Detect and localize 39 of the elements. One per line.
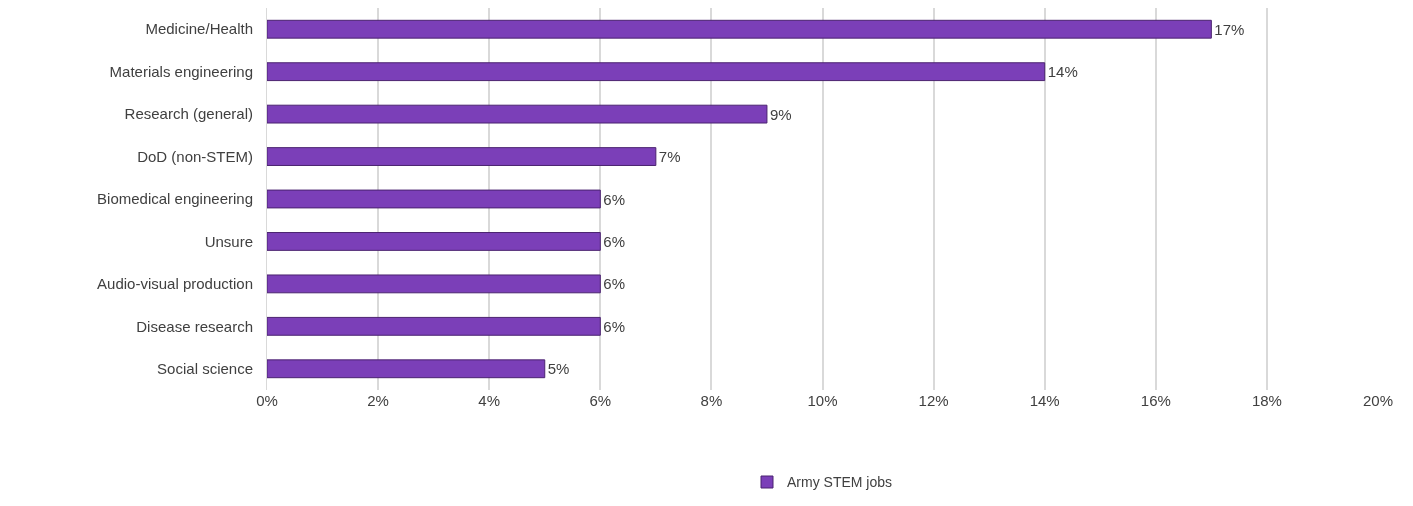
x-tick-label: 0%	[256, 392, 278, 409]
data-label: 5%	[547, 360, 570, 378]
y-tick-label: Social science	[157, 360, 253, 378]
y-tick-label: Unsure	[204, 232, 253, 250]
y-tick-label: DoD (non-STEM)	[137, 147, 253, 165]
bar	[267, 147, 657, 166]
y-tick-label: Materials engineering	[109, 62, 253, 80]
bar	[267, 359, 546, 379]
y-tick-label: Audio-visual production	[97, 275, 253, 293]
data-label: 14%	[1047, 63, 1078, 81]
data-label: 7%	[658, 148, 681, 166]
x-tick-label: 20%	[1362, 392, 1394, 409]
data-label: 6%	[603, 190, 625, 208]
bar	[267, 232, 601, 251]
bar	[267, 104, 768, 124]
y-tick-label: Research (general)	[124, 105, 253, 123]
x-tick-label: 2%	[367, 392, 389, 409]
y-tick-label: Medicine/Health	[145, 20, 253, 38]
legend-label: Army STEM jobs	[787, 474, 893, 491]
x-tick-label: 4%	[478, 392, 501, 409]
data-label: 17%	[1214, 20, 1245, 38]
data-label: 6%	[603, 317, 625, 335]
x-tick-label: 16%	[1140, 392, 1171, 409]
bar	[267, 189, 601, 209]
bar	[267, 62, 1046, 82]
x-tick-label: 12%	[918, 392, 949, 409]
bar	[267, 316, 601, 336]
bar	[267, 19, 1212, 39]
x-tick-label: 14%	[1029, 392, 1060, 409]
x-tick-label: 6%	[589, 392, 612, 409]
data-label: 6%	[603, 275, 625, 293]
x-tick-label: 10%	[807, 392, 838, 409]
x-tick-label: 18%	[1251, 392, 1282, 409]
data-label: 6%	[603, 232, 625, 250]
x-tick-label: 8%	[700, 392, 723, 409]
y-tick-label: Biomedical engineering	[97, 190, 253, 208]
y-tick-label: Disease research	[136, 317, 253, 335]
data-label: 9%	[769, 105, 792, 123]
bar	[267, 274, 601, 294]
